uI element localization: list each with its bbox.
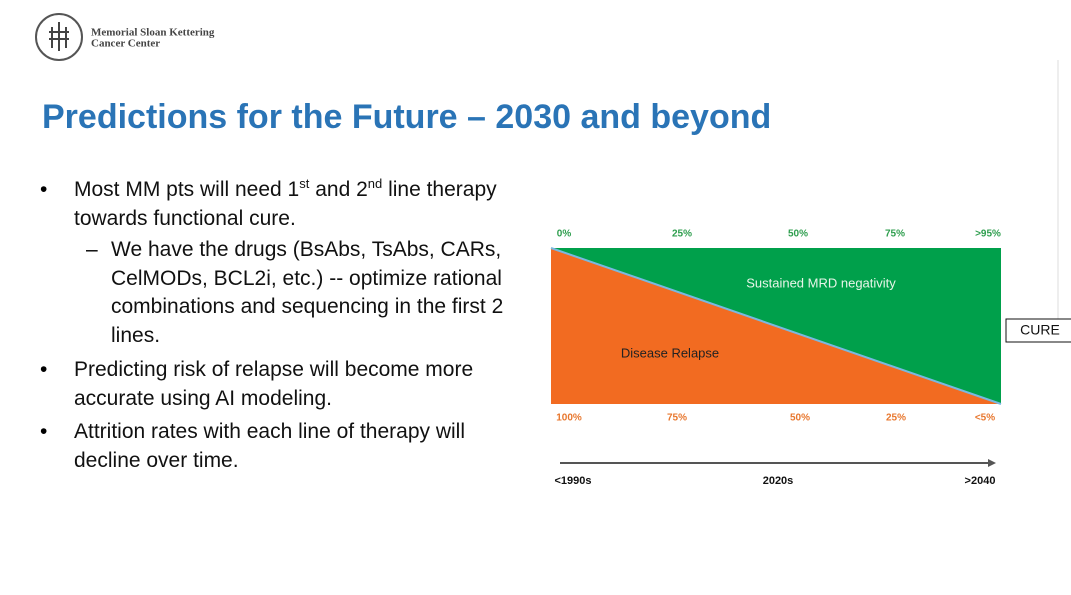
slide-title: Predictions for the Future – 2030 and be… xyxy=(42,98,772,136)
bottom-labels: 100% 75% 50% 25% <5% xyxy=(556,413,995,424)
bullet-dot: • xyxy=(40,178,48,201)
timeline-label: <1990s xyxy=(554,475,591,487)
bullet-dot: • xyxy=(40,420,48,443)
logo-tree xyxy=(49,22,69,51)
text: Most MM pts will need 1 xyxy=(74,178,300,201)
timeline-labels: <1990s 2020s >2040 xyxy=(554,475,995,487)
logo-ring xyxy=(35,13,83,61)
bullet: Predicting risk of relapse will become m… xyxy=(74,358,474,410)
sup: st xyxy=(299,176,310,191)
text: and 2 xyxy=(309,178,368,201)
top-label: 25% xyxy=(672,229,692,240)
arrow-head xyxy=(988,459,996,467)
region-label: Sustained MRD negativity xyxy=(746,275,896,290)
timeline-label: >2040 xyxy=(965,475,996,487)
bottom-label: 100% xyxy=(556,413,582,424)
top-label: 0% xyxy=(557,229,572,240)
timeline-label: 2020s xyxy=(763,475,794,487)
cure-label: CURE xyxy=(1020,322,1060,338)
top-labels: 0% 25% 50% 75% >95% xyxy=(557,229,1001,240)
logo-text: Cancer Center xyxy=(91,38,160,50)
bullet-dash: – xyxy=(86,238,98,261)
bottom-label: 25% xyxy=(886,413,906,424)
bottom-label: <5% xyxy=(975,413,995,424)
sub-bullet: We have the drugs (BsAbs, TsAbs, CARs, C… xyxy=(111,238,504,347)
top-label: 50% xyxy=(788,229,808,240)
bullet: Attrition rates with each line of therap… xyxy=(74,420,466,472)
bottom-label: 50% xyxy=(790,413,810,424)
divider xyxy=(550,247,1002,405)
region-label: Disease Relapse xyxy=(621,345,719,360)
text: line therapy towards functional cure. xyxy=(74,178,497,230)
bullet-dot: • xyxy=(40,358,48,381)
bottom-label: 75% xyxy=(667,413,687,424)
logo-text: Memorial Sloan Kettering xyxy=(91,27,215,39)
top-label: 75% xyxy=(885,229,905,240)
top-label: >95% xyxy=(975,229,1001,240)
sup: nd xyxy=(367,176,383,191)
bullet: Most MM pts will need 1st and 2nd line t… xyxy=(74,176,524,233)
cure-box xyxy=(1005,318,1071,343)
